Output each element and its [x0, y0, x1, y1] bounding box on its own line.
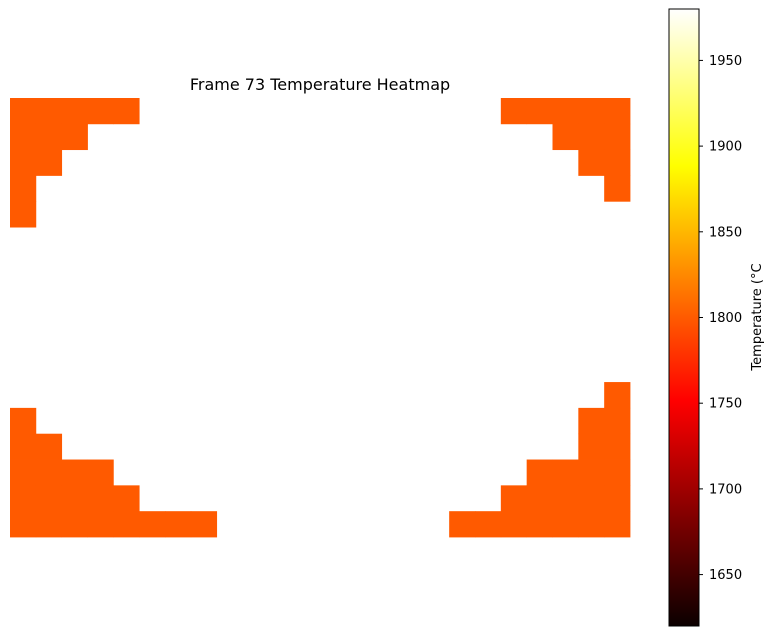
heatmap-cell	[61, 98, 88, 125]
heatmap-cell	[500, 511, 528, 538]
heatmap-cell	[578, 511, 605, 538]
heatmap-cell	[35, 511, 63, 538]
heatmap-cell	[552, 98, 579, 125]
colorbar-tick-label: 1850	[709, 225, 742, 240]
heatmap-cell	[526, 485, 553, 512]
chart-title: Frame 73 Temperature Heatmap	[190, 75, 450, 94]
heatmap-cell	[10, 485, 37, 512]
heatmap-cell	[500, 98, 528, 125]
colorbar-tick-label: 1750	[709, 397, 742, 412]
heatmap-cell	[578, 459, 605, 486]
heatmap-cell	[526, 511, 553, 538]
heatmap-cell	[526, 459, 553, 486]
heatmap-cell	[10, 511, 37, 538]
heatmap-cell	[35, 433, 63, 460]
heatmap-cell	[87, 511, 114, 538]
heatmap-cell	[10, 201, 37, 228]
colorbar-label: Temperature (°C	[750, 263, 765, 371]
heatmap-cell	[475, 511, 502, 538]
heatmap-cell	[61, 123, 88, 151]
heatmap-cell	[578, 98, 605, 125]
heatmap-cell	[87, 485, 114, 512]
colorbar-gradient	[668, 8, 700, 627]
heatmap-cell	[500, 485, 528, 512]
heatmap-cell	[113, 511, 140, 538]
heatmap-cell	[604, 485, 631, 512]
heatmap-cell	[552, 459, 579, 486]
colorbar-ticks: 1650 1700 1750 1800 1850 1900 1950	[699, 54, 742, 583]
heatmap-cell	[35, 485, 63, 512]
heatmap-cell	[604, 407, 631, 435]
heatmap-cell	[35, 149, 63, 176]
colorbar-tick-label: 1650	[709, 568, 742, 583]
heatmap-cell	[604, 149, 631, 176]
heatmap-cell	[578, 149, 605, 176]
heatmap-cells	[10, 98, 631, 538]
heatmap-cell	[87, 459, 114, 486]
heatmap-cell	[35, 123, 63, 151]
colorbar-tick-label: 1900	[709, 140, 742, 155]
heatmap-cell	[165, 511, 192, 538]
heatmap-cell	[10, 175, 37, 202]
heatmap-cell	[10, 123, 37, 151]
colorbar-tick-label: 1800	[709, 311, 742, 326]
colorbar-tick-label: 1700	[709, 482, 742, 497]
heatmap-cell	[526, 98, 553, 125]
heatmap-cell	[35, 459, 63, 486]
heatmap-cell	[10, 459, 37, 486]
heatmap-cell	[61, 485, 88, 512]
heatmap-cell	[552, 123, 579, 151]
heatmap-cell	[10, 407, 37, 435]
heatmap-cell	[578, 123, 605, 151]
heatmap-cell	[578, 407, 605, 435]
heatmap-cell	[552, 485, 579, 512]
heatmap-cell	[10, 149, 37, 176]
heatmap-cell	[61, 459, 88, 486]
heatmap-cell	[87, 98, 114, 125]
heatmap-cell	[10, 98, 37, 125]
heatmap-cell	[10, 433, 37, 460]
heatmap-cell	[604, 175, 631, 202]
heatmap-cell	[35, 98, 63, 125]
heatmap-cell	[449, 511, 476, 538]
heatmap-cell	[604, 123, 631, 151]
heatmap-cell	[113, 98, 140, 125]
heatmap-cell	[578, 485, 605, 512]
colorbar: 1650 1700 1750 1800 1850 1900 1950 Temperature…	[668, 8, 765, 627]
heatmap-cell	[190, 511, 218, 538]
heatmap-cell	[604, 459, 631, 486]
heatmap-cell	[578, 433, 605, 460]
heatmap-cell	[113, 485, 140, 512]
heatmap-cell	[604, 433, 631, 460]
heatmap-cell	[604, 511, 631, 538]
heatmap-cell	[139, 511, 166, 538]
heatmap-cell	[604, 98, 631, 125]
heatmap-cell	[61, 511, 88, 538]
colorbar-tick-label: 1950	[709, 54, 742, 69]
heatmap-cell	[552, 511, 579, 538]
heatmap-cell	[604, 382, 631, 409]
